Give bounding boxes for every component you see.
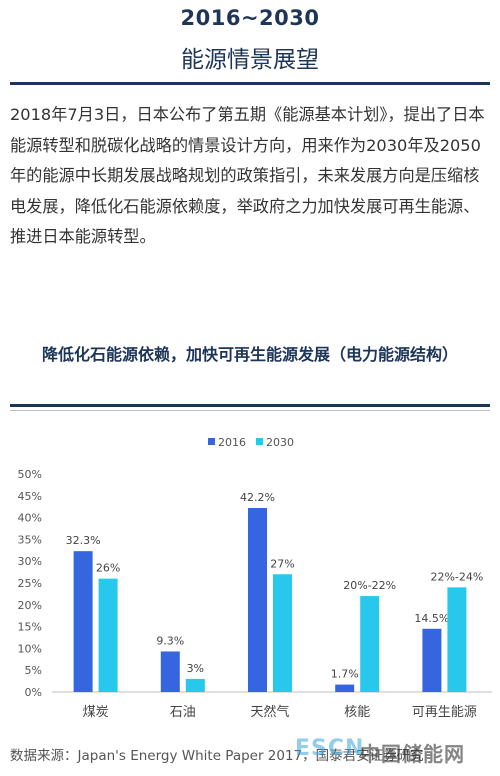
data-label: 26% <box>96 562 120 575</box>
legend-label: 2030 <box>266 436 294 449</box>
y-tick-label: 45% <box>18 490 42 503</box>
energy-structure-bar-chart: 0% 5% 10% 15% 20% 25% 30% 35% 40% 45% 50% 2016 2030 3… <box>18 436 492 720</box>
y-tick-label: 40% <box>18 512 42 525</box>
data-label: 27% <box>270 557 294 570</box>
y-tick-label: 35% <box>18 533 42 546</box>
x-category-label: 石油 <box>170 705 196 720</box>
y-tick-label: 20% <box>18 599 42 612</box>
bar-2030 <box>185 678 205 692</box>
legend-swatch <box>208 438 215 445</box>
intro-paragraph: 2018年7月3日，日本公布了第五期《能源基本计划》，提出了日本能源转型和脱碳化… <box>10 105 485 246</box>
bar-2016 <box>73 551 93 692</box>
header-year-range: 2016~2030 <box>180 6 320 30</box>
section-title: 降低化石能源依赖，加快可再生能源发展（电力能源结构） <box>41 345 458 364</box>
legend-swatch <box>256 438 263 445</box>
bar-2016 <box>160 651 180 692</box>
bar-2030 <box>98 578 118 692</box>
watermark-cn: 中国储能网 <box>360 742 465 766</box>
y-tick-label: 10% <box>18 642 42 655</box>
bar-2016 <box>248 508 267 692</box>
data-label: 1.7% <box>331 668 359 681</box>
x-category-label: 煤炭 <box>83 705 109 720</box>
watermark-esc: ESCN <box>295 736 365 761</box>
data-label: 9.3% <box>156 634 184 647</box>
section-divider <box>10 404 490 407</box>
bar-2030 <box>447 587 467 692</box>
data-label: 14.5% <box>414 612 449 625</box>
x-category-label: 可再生能源 <box>412 705 477 720</box>
y-tick-label: 25% <box>18 577 42 590</box>
bar-2030 <box>273 574 292 692</box>
x-category-label: 天然气 <box>250 704 289 720</box>
y-tick-label: 0% <box>25 686 42 699</box>
data-label: 32.3% <box>66 534 101 547</box>
data-label: 3% <box>187 662 204 675</box>
y-tick-label: 15% <box>18 621 42 634</box>
bar-2030 <box>360 596 380 692</box>
x-category-label: 核能 <box>344 705 370 720</box>
section-divider-thin <box>10 410 490 411</box>
y-tick-label: 50% <box>18 468 42 481</box>
y-tick-label: 30% <box>18 555 42 568</box>
y-tick-label: 5% <box>25 664 42 677</box>
legend-label: 2016 <box>218 436 246 449</box>
bar-2016 <box>422 628 442 692</box>
bar-2016 <box>335 684 355 692</box>
header-divider <box>10 82 490 85</box>
source-note: 数据来源：Japan's Energy White Paper 2017，国泰君… <box>10 748 424 764</box>
data-label: 20%-22% <box>343 579 396 592</box>
header-title: 能源情景展望 <box>181 47 319 73</box>
data-label: 22%-24% <box>430 570 483 583</box>
data-label: 42.2% <box>240 491 275 504</box>
